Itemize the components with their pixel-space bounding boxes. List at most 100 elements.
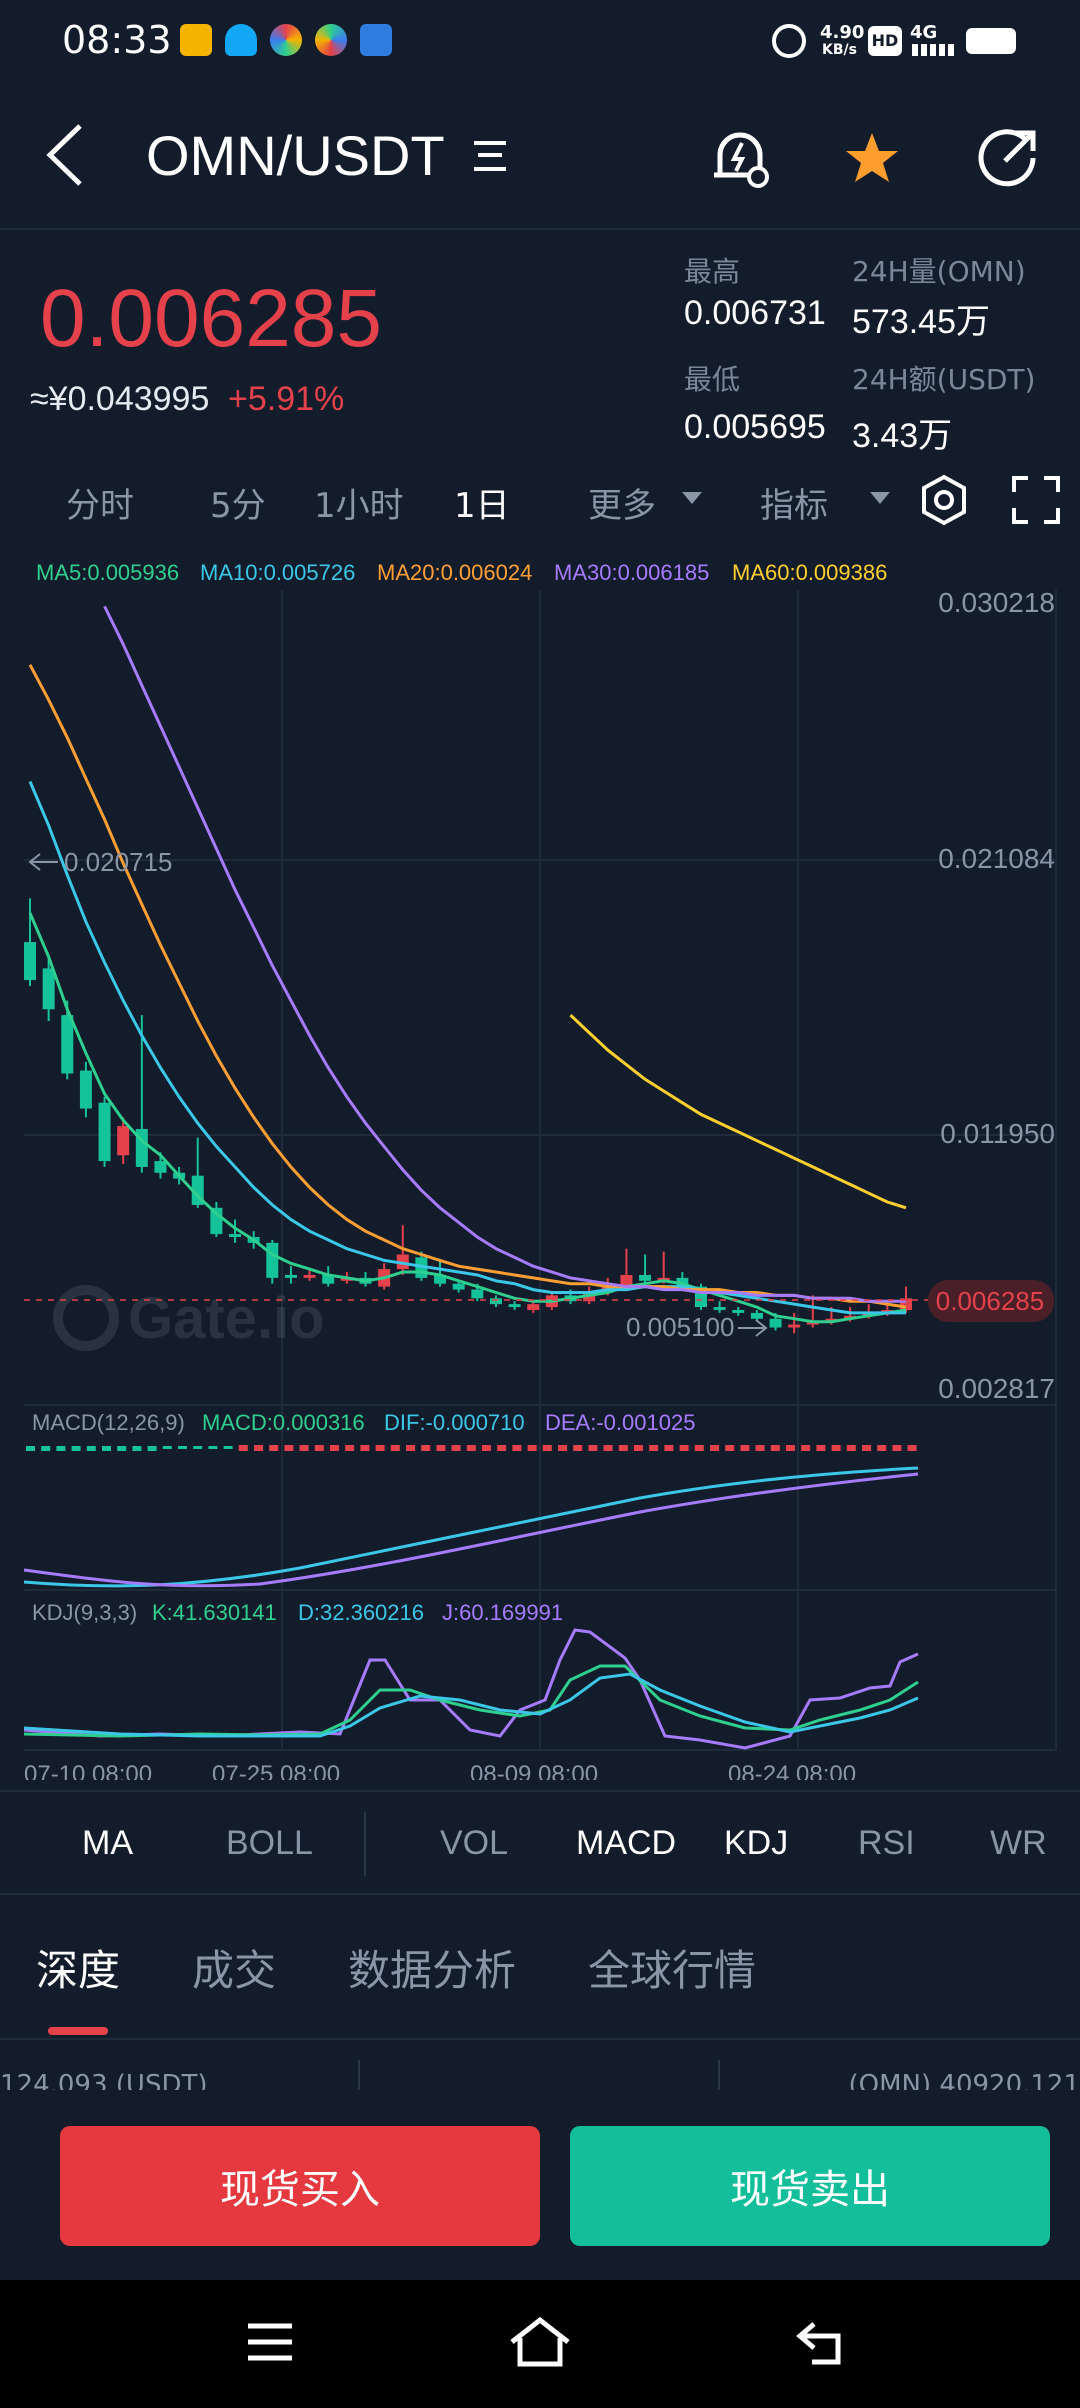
time-axis-label: 07-10 08:00: [24, 1761, 152, 1780]
price-alert-icon[interactable]: [708, 127, 772, 191]
ma10-line: [28, 780, 906, 1315]
price-axis-label: 0.002817: [938, 1373, 1055, 1404]
ind-ma[interactable]: MA: [82, 1824, 133, 1862]
indicator-caret-icon: [870, 492, 890, 504]
tab-5min[interactable]: 5分: [210, 486, 266, 526]
macd-bar: [603, 1445, 613, 1451]
tab-indicator[interactable]: 指标: [760, 486, 828, 526]
candle: [284, 1274, 297, 1278]
tab-1day[interactable]: 1日: [454, 486, 510, 526]
pair-title[interactable]: OMN/USDT: [146, 124, 445, 187]
photos-icon: [270, 24, 302, 56]
macd-bar: [102, 1446, 111, 1451]
status-bar: 08:33 4.90 KB/s HD 4G: [0, 0, 1080, 85]
favorite-star-icon[interactable]: [842, 129, 902, 189]
macd-bar: [664, 1445, 674, 1451]
ma10-legend: MA10:0.005726: [200, 560, 355, 585]
home-icon[interactable]: [508, 2316, 572, 2368]
macd-bar: [862, 1445, 871, 1451]
macd-bar: [679, 1445, 689, 1451]
candle: [620, 1274, 633, 1287]
time-axis-label: 08-24 08:00: [728, 1761, 856, 1780]
pair-menu-icon[interactable]: [470, 137, 510, 177]
tab-trades[interactable]: 成交: [192, 1946, 277, 1995]
ind-boll[interactable]: BOLL: [226, 1824, 313, 1862]
macd-bar: [451, 1445, 461, 1451]
cny-price: ≈¥0.043995: [30, 380, 210, 418]
macd-bar: [786, 1445, 795, 1451]
candle: [769, 1318, 782, 1328]
ma30-line: [103, 605, 906, 1303]
macd-bar: [390, 1445, 400, 1451]
depth-header-divider: [358, 2060, 360, 2090]
candle: [452, 1283, 465, 1290]
high-value: 0.006731: [684, 294, 826, 332]
macd-bar: [892, 1445, 902, 1451]
macd-bar: [86, 1446, 96, 1451]
macd-bar: [178, 1446, 187, 1449]
watermark-text: Gate.io: [128, 1286, 325, 1351]
indicator-divider: [364, 1812, 366, 1876]
candle: [322, 1274, 335, 1284]
top-header: OMN/USDT: [0, 85, 1080, 230]
macd-bar: [542, 1445, 552, 1451]
candle: [154, 1161, 167, 1173]
ind-vol[interactable]: VOL: [440, 1824, 509, 1862]
ind-wr[interactable]: WR: [990, 1824, 1047, 1862]
chart-grid: [24, 590, 1057, 1751]
candle: [98, 1102, 111, 1162]
chart-settings-icon[interactable]: [918, 474, 970, 526]
ind-rsi[interactable]: RSI: [858, 1824, 915, 1862]
ma-lines-group: [28, 605, 907, 1324]
macd-bar: [26, 1446, 35, 1451]
status-time: 08:33: [62, 18, 172, 62]
macd-bar: [694, 1445, 704, 1451]
back-arrow-icon[interactable]: [42, 120, 88, 190]
timeframe-bar: 分时 5分 1小时 1日 更多 指标: [0, 460, 1080, 540]
low-label: 最低: [684, 363, 741, 396]
volume-label: 24H量(OMN): [852, 255, 1026, 288]
high-marker: 0.020715: [28, 847, 172, 877]
macd-bar: [634, 1445, 643, 1451]
macd-bar: [421, 1445, 431, 1451]
macd-bar: [831, 1445, 841, 1451]
macd-histogram: [26, 1445, 917, 1451]
macd-bar: [314, 1445, 324, 1451]
tab-global-market[interactable]: 全球行情: [588, 1946, 757, 1995]
ind-macd[interactable]: MACD: [576, 1824, 677, 1862]
menu-icon[interactable]: [246, 2322, 294, 2362]
macd-bar: [710, 1445, 719, 1451]
macd-bar: [755, 1445, 765, 1451]
active-tab-underline: [48, 2027, 108, 2035]
kdj-d: D:32.360216: [298, 1600, 424, 1625]
battery-icon: [966, 28, 1016, 54]
time-axis-label: 07-25 08:00: [212, 1761, 340, 1780]
kdj-j: J:60.169991: [442, 1600, 563, 1625]
spot-buy-button[interactable]: 现货买入: [60, 2126, 540, 2246]
macd-dif-line: [23, 1466, 919, 1588]
ind-kdj[interactable]: KDJ: [724, 1824, 789, 1862]
ma20-line: [28, 664, 907, 1309]
macd-bar: [801, 1445, 811, 1451]
tab-timeshare[interactable]: 分时: [66, 486, 134, 526]
ma60-legend: MA60:0.009386: [732, 560, 887, 585]
tab-1hour[interactable]: 1小时: [314, 486, 404, 526]
kline-chart[interactable]: MA5:0.005936 MA10:0.005726 MA20:0.006024…: [0, 550, 1080, 1780]
candle: [489, 1298, 502, 1305]
net-type: 4G: [910, 22, 938, 43]
fullscreen-icon[interactable]: [1012, 476, 1060, 524]
candle: [713, 1307, 726, 1310]
share-icon[interactable]: [975, 125, 1041, 191]
tab-more[interactable]: 更多: [588, 486, 656, 526]
macd-title: MACD(12,26,9): [32, 1410, 185, 1435]
volume-value: 573.45万: [852, 303, 990, 341]
low-marker-label: 0.005100: [626, 1312, 734, 1342]
tab-depth[interactable]: 深度: [36, 1946, 121, 1995]
tab-analysis[interactable]: 数据分析: [348, 1946, 517, 1995]
app-notification-icon: [180, 24, 212, 56]
macd-bar: [345, 1445, 355, 1451]
spot-sell-button[interactable]: 现货卖出: [570, 2126, 1050, 2246]
back-icon[interactable]: [796, 2320, 848, 2366]
macd-bar: [193, 1446, 203, 1449]
macd-bar: [618, 1445, 628, 1451]
